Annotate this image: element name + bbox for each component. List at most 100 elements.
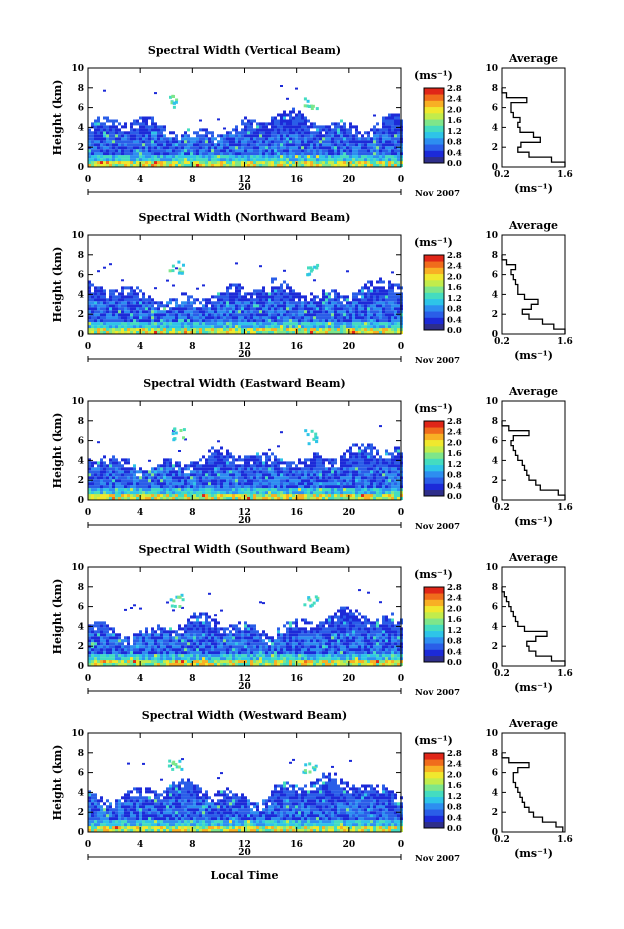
heatmap-cell: [325, 149, 328, 153]
heatmap-cell: [109, 152, 112, 156]
heatmap-cell: [268, 134, 271, 138]
heatmap-cell: [151, 155, 154, 159]
heatmap-cell: [97, 301, 100, 305]
heatmap-cell: [178, 325, 181, 329]
heatmap-cell: [304, 134, 307, 138]
colorbar-segment: [424, 452, 444, 459]
heatmap-cell: [184, 292, 187, 296]
heatmap-cell: [208, 458, 211, 462]
heatmap-cell: [325, 488, 328, 492]
heatmap-cell: [313, 461, 316, 465]
heatmap-cell: [208, 488, 211, 492]
heatmap-cell: [382, 467, 385, 471]
heatmap-cell: [94, 657, 97, 661]
heatmap-cell: [373, 485, 376, 489]
heatmap-cell: [313, 131, 316, 135]
heatmap-cell: [322, 301, 325, 305]
heatmap-cell: [226, 325, 229, 329]
heatmap-cell: [208, 455, 211, 459]
heatmap-cell: [181, 143, 184, 147]
colorbar-unit: (ms⁻¹): [414, 69, 453, 82]
heatmap-cell: [361, 328, 364, 331]
heatmap-cell: [100, 488, 103, 492]
heatmap-cell: [304, 322, 307, 326]
heatmap-cell: [190, 485, 193, 489]
heatmap-cell: [304, 131, 307, 135]
heatmap-cell: [298, 322, 301, 326]
heatmap-cell: [124, 458, 127, 462]
heatmap-cell: [367, 497, 370, 500]
heatmap-cell: [346, 316, 349, 320]
heatmap-cell: [265, 485, 268, 489]
heatmap-cell: [136, 128, 139, 132]
heatmap-cell: [277, 482, 280, 486]
heatmap-cell: [139, 479, 142, 483]
heatmap-cell: [124, 322, 127, 326]
heatmap-cell: [217, 331, 220, 334]
heatmap-cell: [178, 328, 181, 331]
colorbar-tick-label: 2.0: [447, 272, 462, 282]
heatmap-cell: [241, 319, 244, 323]
heatmap-cell: [274, 310, 277, 314]
heatmap-cell: [88, 470, 91, 474]
heatmap-cell: [229, 286, 232, 290]
heatmap-cell: [118, 137, 121, 141]
heatmap-cell: [241, 488, 244, 492]
heatmap-cell: [103, 621, 106, 625]
heatmap-cell: [259, 476, 262, 480]
heatmap-cell: [211, 304, 214, 308]
heatmap-cell: [133, 604, 136, 607]
heatmap-cell: [136, 470, 139, 474]
heatmap-cell: [397, 152, 400, 156]
heatmap-cell: [268, 310, 271, 314]
heatmap-cell: [124, 298, 127, 302]
heatmap-cell: [136, 491, 139, 495]
heatmap-cell: [382, 280, 385, 284]
heatmap-cell: [103, 642, 106, 646]
heatmap-cell: [124, 608, 127, 611]
heatmap-cell: [94, 467, 97, 471]
heatmap-cell: [196, 485, 199, 489]
heatmap-cell: [304, 122, 307, 126]
heatmap-cell: [283, 143, 286, 147]
heatmap-cell: [112, 663, 115, 666]
heatmap-cell: [316, 316, 319, 320]
heatmap-cell: [382, 292, 385, 296]
heatmap-cell: [91, 304, 94, 308]
heatmap-cell: [319, 476, 322, 480]
heatmap-cell: [88, 627, 91, 631]
heatmap-cell: [97, 467, 100, 471]
heatmap-cell: [178, 155, 181, 159]
heatmap-cell: [304, 429, 308, 433]
heatmap-cell: [106, 161, 109, 164]
y-tick-label: 4: [78, 456, 84, 466]
heatmap-cell: [397, 494, 400, 497]
heatmap-cell: [91, 131, 94, 135]
heatmap-cell: [391, 164, 394, 167]
heatmap-cell: [238, 316, 241, 320]
heatmap-cell: [256, 331, 259, 334]
heatmap-cell: [328, 494, 331, 497]
heatmap-cell: [238, 470, 241, 474]
heatmap-cell: [355, 476, 358, 480]
heatmap-cell: [94, 654, 97, 658]
heatmap-cell: [157, 473, 160, 477]
heatmap-cell: [130, 313, 133, 317]
heatmap-cell: [238, 164, 241, 167]
heatmap-cell: [127, 494, 130, 497]
heatmap-cell: [379, 304, 382, 308]
heatmap-cell: [289, 286, 292, 290]
heatmap-cell: [352, 137, 355, 141]
heatmap-cell: [349, 134, 352, 138]
heatmap-cell: [289, 304, 292, 308]
heatmap-cell: [91, 470, 94, 474]
heatmap-cell: [250, 301, 253, 305]
heatmap-cell: [370, 137, 373, 141]
heatmap-cell: [394, 316, 397, 320]
heatmap-cell: [394, 125, 397, 129]
heatmap-cell: [274, 316, 277, 320]
heatmap-cell: [91, 660, 94, 663]
heatmap-cell: [250, 494, 253, 497]
heatmap-cell: [121, 642, 124, 646]
heatmap-cell: [313, 491, 316, 495]
